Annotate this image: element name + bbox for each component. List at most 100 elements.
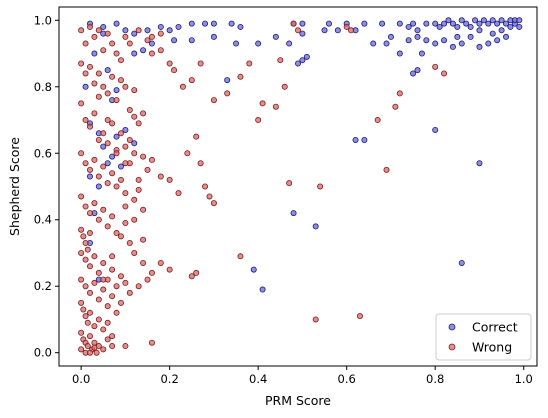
correct-point	[303, 53, 310, 60]
wrong-point	[104, 223, 111, 230]
wrong-point	[104, 303, 111, 310]
correct-point	[516, 23, 523, 30]
correct-point	[334, 27, 341, 34]
wrong-point	[210, 200, 217, 207]
wrong-point	[144, 37, 151, 44]
correct-point	[467, 33, 474, 40]
wrong-point	[343, 23, 350, 30]
correct-point	[432, 126, 439, 133]
wrong-point	[78, 276, 85, 283]
correct-point	[131, 30, 138, 37]
y-axis-ticks: 0.0 0.2 0.4 0.6 0.8 1.0	[34, 13, 59, 360]
correct-point	[299, 30, 306, 37]
series-correct-points	[82, 17, 523, 293]
correct-point	[113, 133, 120, 140]
correct-point	[432, 20, 439, 27]
wrong-point	[383, 166, 390, 173]
wrong-point	[157, 47, 164, 54]
legend-marker-correct	[448, 323, 456, 331]
wrong-point	[100, 286, 107, 293]
wrong-point	[197, 60, 204, 67]
wrong-point	[91, 344, 98, 351]
wrong-point	[126, 40, 133, 47]
wrong-point	[91, 33, 98, 40]
wrong-point	[348, 27, 355, 34]
wrong-point	[86, 23, 93, 30]
x-tick-label: 0.2	[160, 372, 178, 386]
correct-point	[423, 20, 430, 27]
legend-label-wrong: Wrong	[472, 340, 512, 355]
wrong-point	[113, 309, 120, 316]
wrong-point	[255, 117, 262, 124]
correct-point	[463, 20, 470, 27]
correct-point	[109, 153, 116, 160]
correct-point	[516, 17, 523, 24]
wrong-point	[117, 233, 124, 240]
wrong-point	[140, 153, 147, 160]
wrong-point	[113, 283, 120, 290]
wrong-point	[126, 240, 133, 247]
legend-marker-wrong	[448, 343, 456, 351]
wrong-point	[113, 230, 120, 237]
correct-point	[117, 163, 124, 170]
correct-point	[312, 223, 319, 230]
correct-point	[228, 20, 235, 27]
correct-point	[166, 27, 173, 34]
y-tick-label: 0.6	[34, 146, 52, 160]
wrong-point	[237, 253, 244, 260]
wrong-point	[131, 196, 138, 203]
wrong-point	[104, 180, 111, 187]
correct-point	[144, 27, 151, 34]
wrong-point	[193, 133, 200, 140]
correct-point	[441, 20, 448, 27]
series-wrong-points	[78, 20, 448, 356]
wrong-point	[126, 289, 133, 296]
correct-point	[237, 23, 244, 30]
correct-point	[423, 37, 430, 44]
wrong-point	[82, 256, 89, 263]
wrong-point	[113, 150, 120, 157]
correct-point	[361, 20, 368, 27]
wrong-point	[82, 313, 89, 320]
wrong-point	[78, 329, 85, 336]
wrong-point	[104, 117, 111, 124]
wrong-point	[100, 130, 107, 137]
wrong-point	[82, 283, 89, 290]
correct-point	[449, 43, 456, 50]
wrong-point	[396, 90, 403, 97]
wrong-point	[93, 349, 100, 356]
wrong-point	[259, 100, 266, 107]
wrong-point	[109, 40, 116, 47]
wrong-point	[113, 183, 120, 190]
correct-point	[387, 33, 394, 40]
correct-point	[454, 33, 461, 40]
correct-point	[100, 143, 107, 150]
wrong-point	[109, 266, 116, 273]
correct-point	[352, 136, 359, 143]
wrong-point	[78, 150, 85, 157]
correct-point	[485, 20, 492, 27]
wrong-point	[95, 93, 102, 100]
wrong-point	[131, 113, 138, 120]
correct-point	[485, 40, 492, 47]
wrong-point	[281, 83, 288, 90]
wrong-point	[82, 240, 89, 247]
wrong-point	[131, 87, 138, 94]
wrong-point	[117, 57, 124, 64]
correct-point	[436, 23, 443, 30]
wrong-point	[294, 27, 301, 34]
y-tick-label: 0.2	[34, 279, 52, 293]
x-tick-label: 0.4	[249, 372, 267, 386]
wrong-point	[277, 57, 284, 64]
wrong-point	[95, 269, 102, 276]
correct-point	[259, 286, 266, 293]
wrong-point	[171, 67, 178, 74]
wrong-point	[148, 339, 155, 346]
correct-point	[113, 87, 120, 94]
correct-point	[255, 40, 262, 47]
correct-point	[418, 50, 425, 57]
wrong-point	[86, 309, 93, 316]
wrong-point	[441, 70, 448, 77]
wrong-point	[104, 140, 111, 147]
correct-point	[414, 33, 421, 40]
